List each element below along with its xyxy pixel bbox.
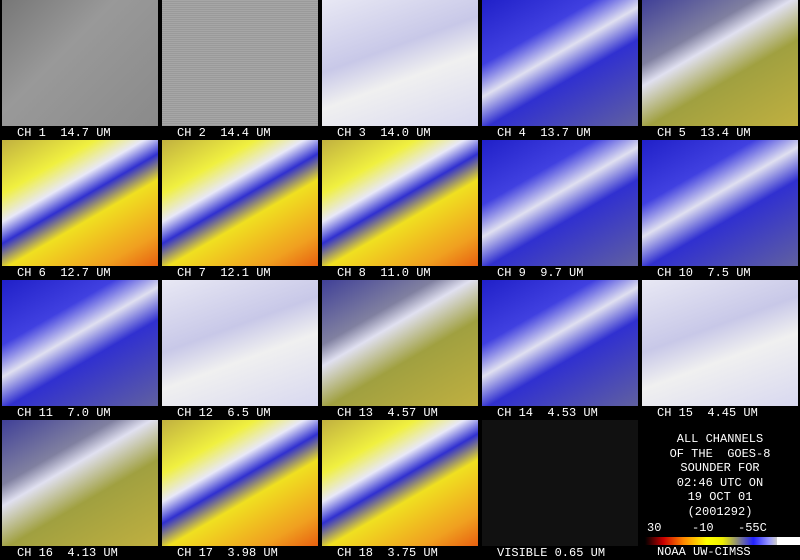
channel-label: CH 10 7.5 UM: [657, 266, 751, 280]
satellite-image: [2, 420, 158, 546]
satellite-image: [162, 140, 318, 266]
channel-label: CH 3 14.0 UM: [337, 126, 431, 140]
satellite-image: [2, 140, 158, 266]
channel-label: CH 11 7.0 UM: [17, 406, 111, 420]
satellite-image: [482, 0, 638, 126]
satellite-image: [482, 280, 638, 406]
channel-label: CH 16 4.13 UM: [17, 546, 118, 560]
channel-label: CH 8 11.0 UM: [337, 266, 431, 280]
satellite-image: [322, 420, 478, 546]
channel-label: CH 6 12.7 UM: [17, 266, 111, 280]
satellite-image: [162, 420, 318, 546]
channel-label: CH 9 9.7 UM: [497, 266, 584, 280]
info-text: ALL CHANNELS OF THE GOES-8 SOUNDER FOR 02:4…: [640, 432, 800, 519]
colorbar-label: -10: [692, 521, 714, 535]
satellite-image: [642, 140, 798, 266]
channel-label: VISIBLE 0.65 UM: [497, 546, 606, 560]
info-line: 02:46 UTC ON: [676, 475, 764, 490]
satellite-image: [642, 280, 798, 406]
satellite-image: [162, 280, 318, 406]
satellite-image: [322, 280, 478, 406]
channel-label: CH 2 14.4 UM: [177, 126, 271, 140]
satellite-image: [322, 0, 478, 126]
satellite-image: [162, 0, 318, 126]
satellite-image: [2, 0, 158, 126]
channel-label: CH 12 6.5 UM: [177, 406, 271, 420]
channel-label: CH 4 13.7 UM: [497, 126, 591, 140]
channel-label: CH 13 4.57 UM: [337, 406, 438, 420]
info-line: (2001292): [687, 504, 753, 519]
satellite-image: [642, 0, 798, 126]
satellite-image: [322, 140, 478, 266]
channel-label: CH 5 13.4 UM: [657, 126, 751, 140]
colorbar: [645, 537, 800, 545]
info-line: 19 OCT 01: [687, 490, 753, 504]
channel-label: CH 17 3.98 UM: [177, 546, 278, 560]
channel-label: CH 7 12.1 UM: [177, 266, 271, 280]
channel-label: CH 1 14.7 UM: [17, 126, 111, 140]
info-line: OF THE GOES-8: [669, 446, 771, 461]
channel-label: CH 18 3.75 UM: [337, 546, 438, 560]
colorbar-label: 30: [647, 521, 662, 535]
channel-label: CH 14 4.53 UM: [497, 406, 598, 420]
info-line: SOUNDER FOR: [680, 461, 760, 475]
credit: NOAA UW-CIMSS: [657, 545, 751, 559]
info-line: ALL CHANNELS: [676, 432, 764, 446]
satellite-image: [2, 280, 158, 406]
channel-label: CH 15 4.45 UM: [657, 406, 758, 420]
colorbar-label: -55C: [738, 521, 767, 535]
satellite-image: [482, 140, 638, 266]
satellite-image: [482, 420, 638, 546]
